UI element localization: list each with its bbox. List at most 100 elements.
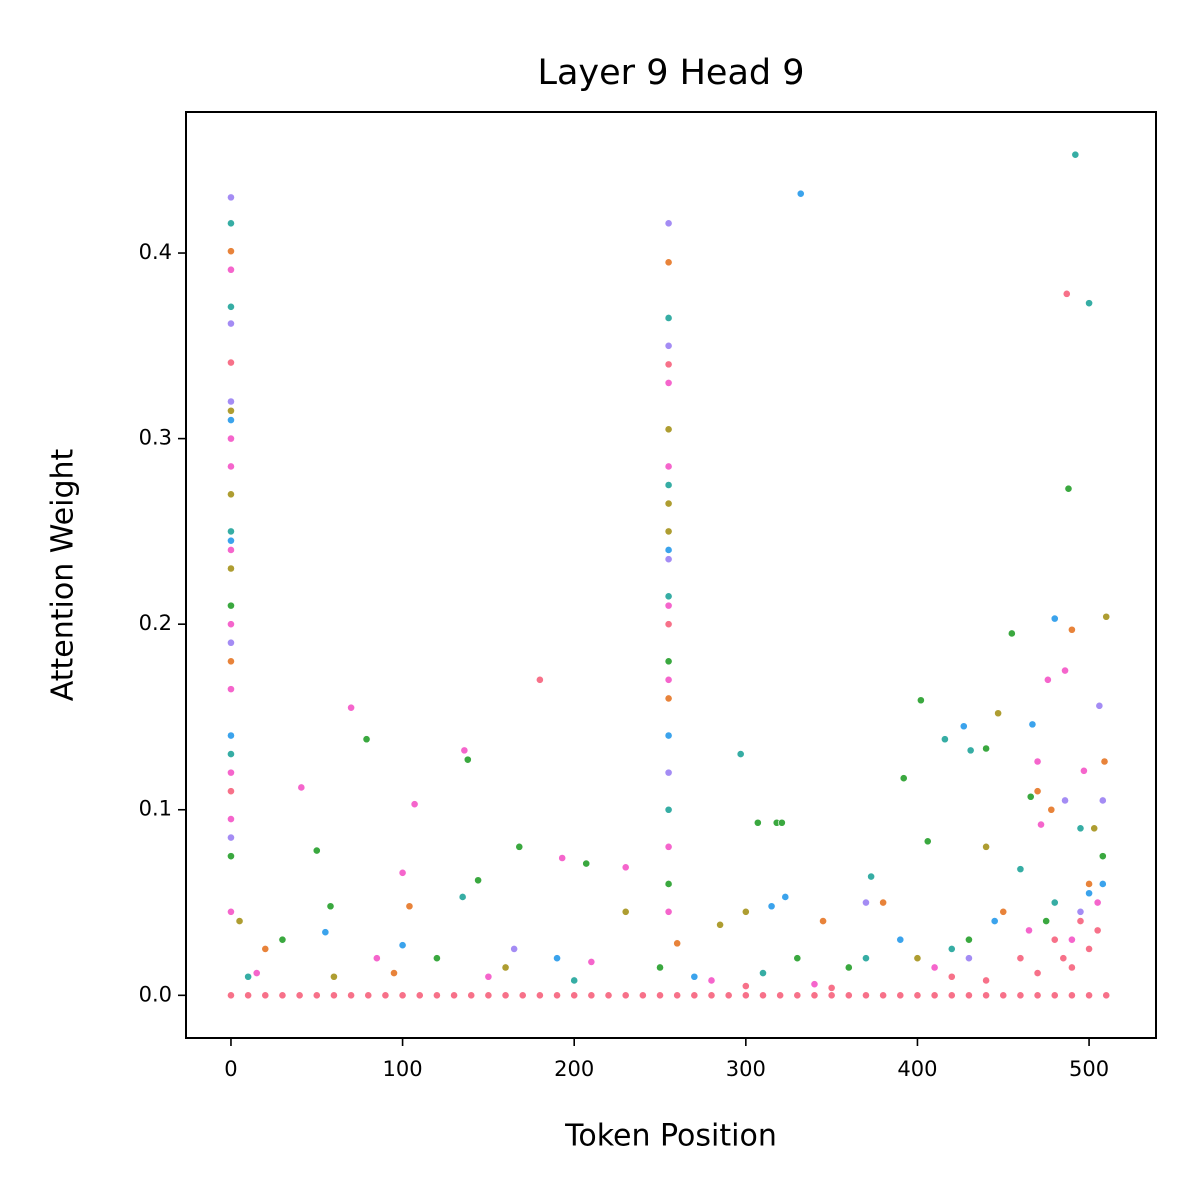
data-point [227,564,235,573]
data-point [312,846,321,855]
data-point [947,972,956,981]
data-point [982,744,990,753]
data-point [947,945,956,953]
data-point [227,731,235,740]
data-point [656,963,664,972]
data-point [1068,963,1076,972]
data-point [844,963,853,972]
y-tick-label: 0.0 [139,982,172,1006]
data-point [1025,926,1033,935]
data-point [227,750,235,758]
data-point [1064,484,1073,493]
data-point [899,774,908,783]
data-point [1085,991,1093,1000]
x-tick-label: 400 [897,1057,937,1081]
data-point [923,837,932,846]
data-point [759,991,767,1000]
data-point [570,991,579,1000]
data-point [796,189,805,198]
data-point [1102,991,1111,1000]
data-point [1043,675,1052,684]
data-point [1050,898,1059,907]
data-point [1098,852,1107,861]
data-point [638,991,647,1000]
data-point [321,928,330,937]
data-point [862,954,870,963]
data-point [501,991,510,1000]
data-point [844,991,853,1000]
data-point [1098,796,1107,805]
data-point [664,360,673,369]
data-point [587,991,596,1000]
data-point [1093,926,1102,935]
data-point [1062,289,1071,298]
data-point [690,991,699,1000]
data-point [810,991,819,1000]
data-point [252,969,261,977]
data-point [390,969,398,977]
data-point [879,898,888,907]
data-point [965,954,973,963]
data-point [326,902,335,911]
data-point [458,893,467,901]
data-point [664,620,673,629]
data-point [1033,969,1042,977]
x-tick-label: 300 [726,1057,766,1081]
data-point [227,768,235,777]
data-point [410,800,419,809]
data-point [947,991,956,1000]
data-point [261,945,270,953]
data-point [227,490,235,499]
data-point [1100,757,1109,766]
y-tick-label: 0.2 [139,611,172,635]
x-tick-label: 0 [224,1057,237,1081]
plot-frame [185,111,1157,1039]
data-point [994,709,1003,718]
data-point [235,917,244,925]
y-tick-label: 0.3 [139,426,172,450]
data-point [664,657,673,666]
data-point [433,991,441,1000]
data-point [227,991,235,1000]
data-point [690,972,699,981]
data-point [227,620,235,629]
data-point [347,991,355,1000]
data-point [518,991,527,1000]
data-point [1061,666,1069,675]
x-axis-label: Token Position [564,1119,777,1154]
data-point [1042,917,1051,925]
data-point [278,991,287,1000]
data-point [227,787,235,796]
data-point [244,991,253,1000]
data-point [398,941,407,950]
data-point [227,601,235,610]
data-point [965,991,973,1000]
data-point [819,917,827,925]
data-point [1059,954,1068,963]
data-point [999,991,1008,1000]
data-point [1090,824,1099,833]
data-point [364,991,373,1000]
data-point [1102,612,1111,621]
data-point [227,319,235,328]
data-point [227,815,235,823]
data-point [982,842,990,851]
data-point [664,880,673,888]
data-point [433,954,441,963]
data-point [664,341,673,350]
data-point [1095,701,1104,710]
data-point [553,991,561,1000]
data-point [664,601,673,610]
data-point [570,976,579,985]
data-point [741,991,750,1000]
data-point [1007,629,1016,638]
data-point [879,991,888,1000]
data-point [1037,820,1045,829]
data-point [1085,889,1093,898]
data-point [916,696,925,705]
data-point [1026,792,1035,801]
data-point [582,859,591,868]
data-point [227,852,235,861]
data-point [261,991,270,1000]
